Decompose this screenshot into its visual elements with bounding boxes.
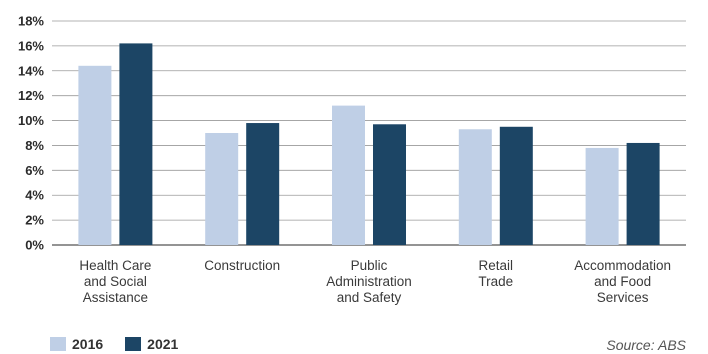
- legend-label-2021: 2021: [147, 336, 179, 352]
- legend-item-2021: 2021: [125, 337, 178, 351]
- y-tick-label: 16%: [18, 38, 44, 53]
- bar-2016-3: [458, 129, 492, 245]
- x-axis-labels: Health Care and Social Assistance Construct…: [79, 258, 671, 305]
- y-tick-label: 6%: [25, 163, 44, 178]
- legend-swatch-2021: [125, 337, 142, 351]
- y-tick-label: 12%: [18, 88, 44, 103]
- bar-2021-2: [373, 124, 406, 245]
- y-tick-label: 14%: [18, 63, 44, 78]
- gridlines: [52, 20, 686, 246]
- bar-2016-0: [78, 65, 112, 245]
- legend-item-2016: 2016: [50, 337, 103, 351]
- y-tick-label: 4%: [25, 188, 44, 203]
- source-note: Source: ABS: [606, 337, 686, 353]
- legend-label-2016: 2016: [72, 336, 104, 352]
- y-tick-label: 10%: [18, 113, 44, 128]
- bar-2016-4: [585, 147, 619, 245]
- x-category-label: Accommodation and Food Services: [574, 258, 671, 305]
- bars: [78, 43, 660, 246]
- y-tick-label: 18%: [18, 14, 44, 29]
- x-category-label: Retail Trade: [478, 258, 513, 289]
- x-category-label: Health Care and Social Assistance: [79, 258, 151, 305]
- y-tick-label: 0%: [25, 238, 44, 253]
- x-category-label: Construction: [204, 258, 280, 273]
- y-axis-ticks: 0% 2% 4% 6% 8% 10% 12% 14% 16% 18%: [18, 14, 44, 253]
- x-category-label: Public Administration and Safety: [326, 258, 412, 305]
- y-tick-label: 2%: [25, 213, 44, 228]
- bar-chart: 0% 2% 4% 6% 8% 10% 12% 14% 16% 18% Health Care and…: [18, 14, 686, 305]
- legend-swatch-2016: [50, 337, 66, 351]
- y-tick-label: 8%: [25, 138, 44, 153]
- bar-2021-3: [499, 126, 533, 245]
- bar-2021-1: [246, 123, 280, 245]
- bar-2016-2: [332, 105, 365, 245]
- bar-2016-1: [205, 133, 239, 245]
- bar-2021-0: [119, 43, 153, 246]
- legend: 2016 2021: [50, 337, 200, 351]
- bar-2021-4: [626, 142, 660, 245]
